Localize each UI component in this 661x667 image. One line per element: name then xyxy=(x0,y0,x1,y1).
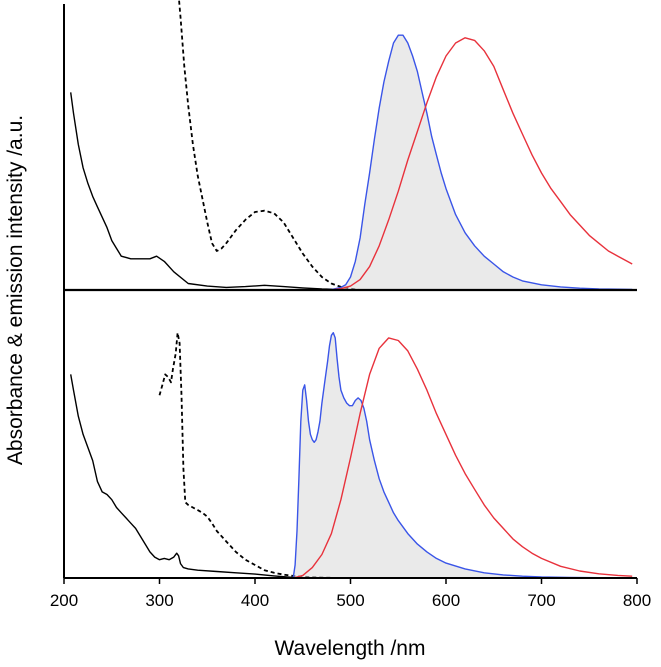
x-ticks: 200 300 400 500 600 700 800 xyxy=(50,578,651,610)
panel-top-overlap-shading xyxy=(321,35,633,291)
panel-bottom-series-1 xyxy=(158,331,332,579)
plot-area xyxy=(70,0,633,579)
x-axis-title: Wavelength /nm xyxy=(275,637,426,660)
panel-top xyxy=(70,0,633,291)
panel-top-series-0 xyxy=(70,92,351,291)
y-axis-title: Absorbance & emission intensity /a.u. xyxy=(4,115,27,465)
x-tick-label-700: 700 xyxy=(527,591,555,610)
x-tick-label-300: 300 xyxy=(145,591,173,610)
x-tick-label-200: 200 xyxy=(50,591,78,610)
x-tick-label-500: 500 xyxy=(336,591,364,610)
panel-top-series-3 xyxy=(331,37,633,291)
panel-bottom-overlap-shading xyxy=(293,332,628,578)
x-tick-label-800: 800 xyxy=(623,591,651,610)
panel-bottom xyxy=(70,331,633,579)
panel-bottom-series-3 xyxy=(293,337,633,579)
x-tick-label-600: 600 xyxy=(432,591,460,610)
panel-bottom-series-0 xyxy=(70,374,303,579)
panel-top-series-2 xyxy=(321,34,633,291)
x-tick-label-400: 400 xyxy=(241,591,269,610)
panel-bottom-series-2 xyxy=(292,332,628,579)
panel-top-series-1 xyxy=(178,0,361,291)
